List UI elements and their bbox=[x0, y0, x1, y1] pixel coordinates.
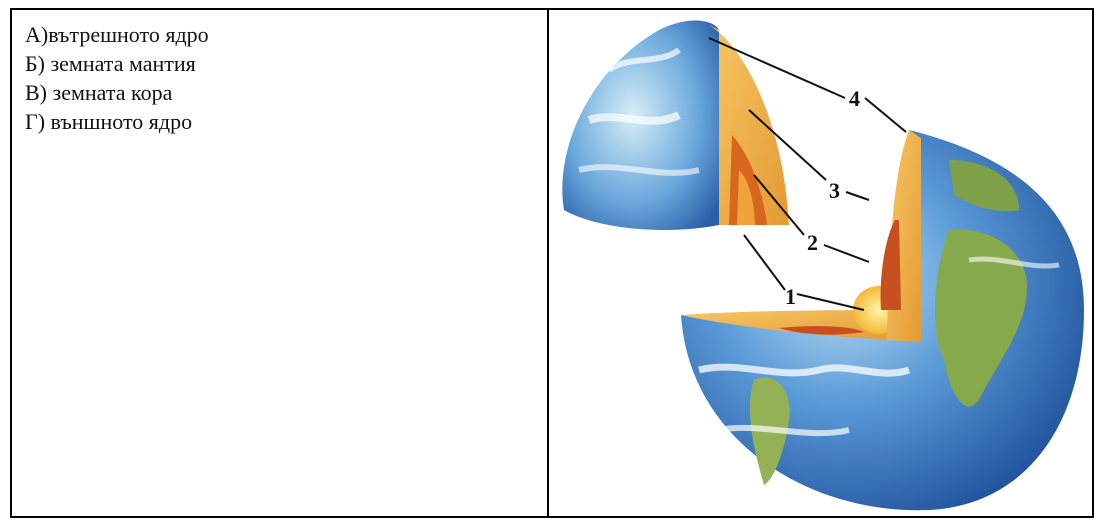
question-table: А)вътрешното ядро Б) земната мантия В) з… bbox=[10, 8, 1094, 518]
label-3: 3 bbox=[829, 178, 840, 203]
answer-options-cell: А)вътрешното ядро Б) земната мантия В) з… bbox=[12, 10, 549, 516]
cap-cut-face bbox=[709, 25, 789, 225]
earth-diagram-cell: 4 3 2 1 bbox=[549, 10, 1092, 516]
europe-land bbox=[949, 160, 1019, 212]
option-a: А)вътрешното ядро bbox=[25, 22, 209, 47]
option-b: Б) земната мантия bbox=[25, 51, 196, 76]
cap-inner-core-edge bbox=[737, 170, 755, 225]
option-c: В) земната кора bbox=[25, 80, 173, 105]
answer-options-list: А)вътрешното ядро Б) земната мантия В) з… bbox=[25, 20, 547, 136]
africa-land bbox=[934, 229, 1028, 407]
outer-core-vertical bbox=[880, 220, 901, 310]
cap-sphere bbox=[562, 20, 719, 230]
label-4: 4 bbox=[849, 86, 860, 111]
outer-core-horizontal bbox=[779, 326, 864, 335]
label-2: 2 bbox=[807, 230, 818, 255]
leader-lines bbox=[708, 37, 907, 311]
option-d: Г) външното ядро bbox=[25, 109, 193, 134]
label-1: 1 bbox=[785, 284, 796, 309]
earth-layers-illustration: 4 3 2 1 bbox=[562, 20, 1084, 511]
